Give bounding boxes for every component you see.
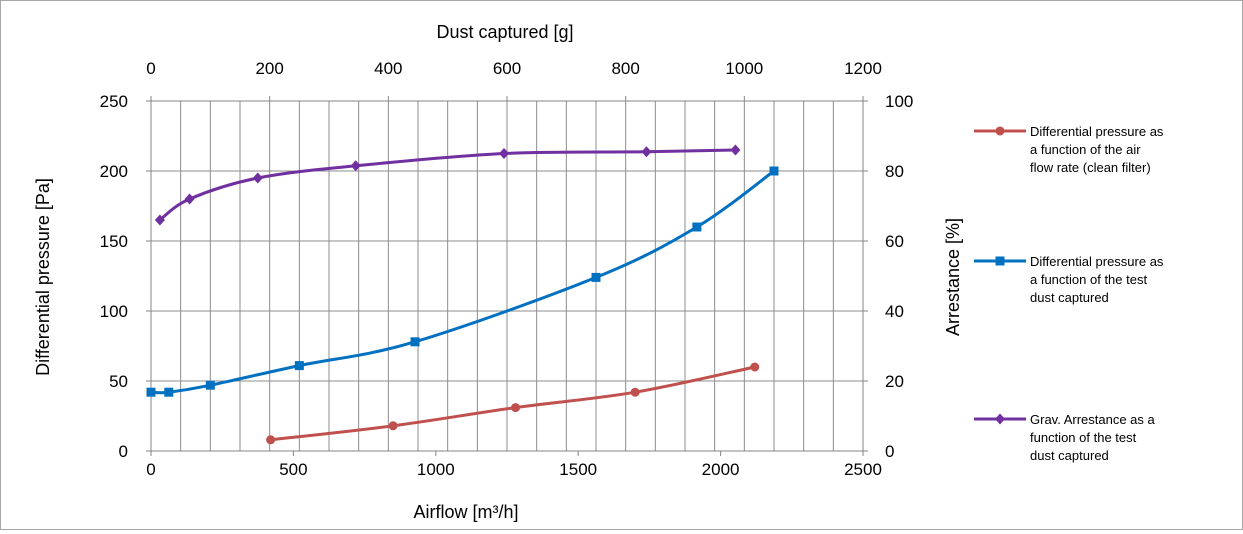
- data-point: [146, 387, 156, 397]
- legend-label-line: dust captured: [1030, 448, 1109, 463]
- y-right-tick-label: 20: [885, 372, 904, 391]
- x-top-tick-label: 1200: [844, 59, 882, 78]
- y-right-tick-label: 40: [885, 302, 904, 321]
- x-top-tick-label: 800: [611, 59, 639, 78]
- y-right-tick-label: 0: [885, 442, 894, 461]
- y-right-tick-label: 100: [885, 92, 913, 111]
- data-point: [730, 144, 741, 156]
- y-right-tick-label: 80: [885, 162, 904, 181]
- legend-label: Differential pressure as a function of th…: [1030, 254, 1164, 305]
- legend-label-line: Differential pressure as: [1030, 124, 1164, 139]
- y-left-tick-label: 150: [100, 232, 128, 251]
- x-bottom-tick-label: 2000: [702, 460, 740, 479]
- data-point: [164, 387, 174, 397]
- data-point: [499, 148, 510, 159]
- x-bottom-axis-title: Airflow [m³/h]: [413, 502, 518, 522]
- x-bottom-tick-label: 1000: [417, 460, 455, 479]
- x-top-tick-label: 0: [146, 59, 155, 78]
- y-left-tick-label: 0: [119, 442, 128, 461]
- series-dust-pressure: [146, 166, 779, 397]
- series-layer: [146, 144, 779, 445]
- data-point: [266, 435, 276, 445]
- data-point: [205, 380, 215, 390]
- series-clean-filter-pressure: [266, 362, 760, 445]
- data-point: [591, 272, 601, 282]
- legend-label-line: a function of the test: [1030, 272, 1147, 287]
- legend-entry: Differential pressure as a function of th…: [974, 124, 1164, 175]
- x-top-axis-title: Dust captured [g]: [436, 22, 573, 42]
- data-point: [410, 337, 420, 347]
- x-top-tick-label: 600: [493, 59, 521, 78]
- data-point: [630, 387, 640, 397]
- data-point: [388, 421, 398, 431]
- data-point: [350, 160, 361, 172]
- legend: Differential pressure as a function of th…: [974, 124, 1164, 463]
- y-right-tick-label: 60: [885, 232, 904, 251]
- data-point: [750, 362, 760, 372]
- legend-label: Grav. Arrestance as a function of the tes…: [1030, 412, 1156, 463]
- data-point: [252, 172, 263, 184]
- series-arrestance: [154, 144, 741, 226]
- data-point: [294, 361, 304, 371]
- x-top-tick-label: 200: [255, 59, 283, 78]
- x-top-tick-label: 400: [374, 59, 402, 78]
- y-left-tick-label: 250: [100, 92, 128, 111]
- x-top-tick-label: 1000: [725, 59, 763, 78]
- x-bottom-tick-label: 0: [146, 460, 155, 479]
- legend-swatch-marker: [995, 413, 1005, 425]
- legend-label-line: dust captured: [1030, 290, 1109, 305]
- data-point: [769, 166, 779, 176]
- legend-swatch-marker: [995, 126, 1005, 136]
- data-point: [641, 146, 652, 158]
- data-point: [184, 193, 195, 205]
- y-left-tick-label: 50: [109, 372, 128, 391]
- legend-label: Differential pressure as a function of th…: [1030, 124, 1164, 175]
- legend-label-line: function of the test: [1030, 430, 1137, 445]
- legend-label-line: flow rate (clean filter): [1030, 160, 1151, 175]
- series-line: [270, 365, 756, 442]
- y-left-axis-title: Differential pressure [Pa]: [33, 178, 53, 376]
- legend-label-line: Differential pressure as: [1030, 254, 1164, 269]
- data-point: [511, 403, 521, 413]
- data-point: [154, 214, 165, 226]
- y-left-tick-label: 100: [100, 302, 128, 321]
- legend-entry: Differential pressure as a function of th…: [974, 254, 1164, 305]
- legend-swatch-marker: [995, 256, 1005, 266]
- series-line: [150, 169, 775, 395]
- y-left-tick-label: 200: [100, 162, 128, 181]
- y-right-axis-title: Arrestance [%]: [943, 218, 963, 336]
- legend-label-line: Grav. Arrestance as a: [1030, 412, 1156, 427]
- data-point: [692, 222, 702, 232]
- x-bottom-tick-label: 1500: [559, 460, 597, 479]
- legend-entry: Grav. Arrestance as a function of the tes…: [974, 412, 1156, 463]
- x-bottom-tick-label: 2500: [844, 460, 882, 479]
- x-bottom-tick-label: 500: [279, 460, 307, 479]
- legend-label-line: a function of the air: [1030, 142, 1141, 157]
